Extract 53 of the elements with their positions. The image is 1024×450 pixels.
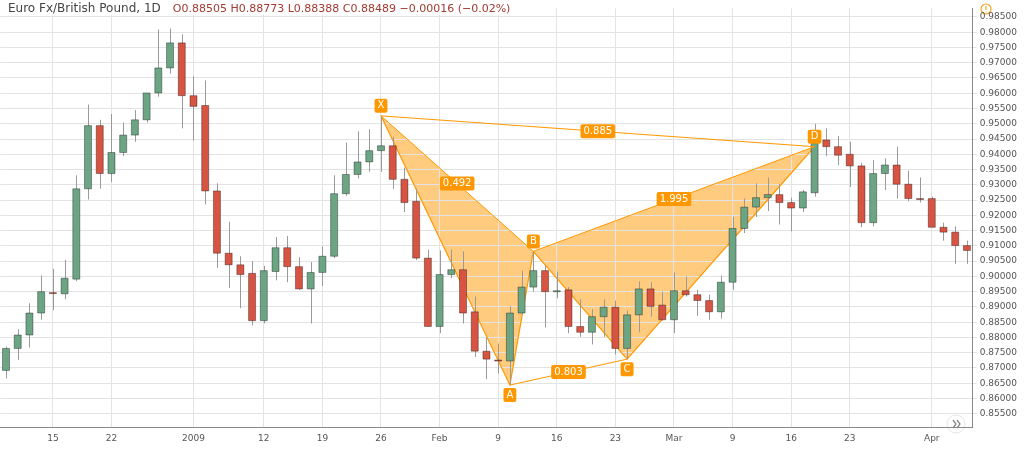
y-tick-label: 0.92500 (979, 194, 1018, 205)
y-tick-label: 0.95500 (979, 102, 1018, 113)
x-tick-label: Apr (923, 432, 940, 443)
y-tick-label: 0.93500 (979, 163, 1018, 174)
chart-subtitle: O0.88505 H0.88773 L0.88388 C0.88489 −0.00016 (−0.02%) (172, 2, 511, 15)
y-tick-label: 0.94000 (979, 148, 1018, 159)
x-tick-label: 22 (105, 432, 118, 443)
x-tick-label: 2009 (182, 432, 206, 443)
y-tick-label: 0.89000 (979, 301, 1018, 312)
y-tick-label: 0.96500 (979, 72, 1018, 83)
data-label: D (810, 130, 819, 142)
x-tick-label: 12 (258, 432, 270, 443)
y-tick-label: 0.91000 (979, 240, 1018, 251)
x-tick-label: Feb (431, 432, 448, 443)
y-tick-label: 0.88000 (979, 331, 1018, 342)
chart-title: Euro Fx/British Pound, 1D (8, 1, 161, 15)
x-tick-label: 26 (375, 432, 387, 443)
data-label: C (623, 362, 631, 374)
annotation: 0.803 (554, 365, 583, 377)
y-tick-label: 0.87500 (979, 347, 1018, 358)
y-tick-label: 0.97000 (979, 57, 1018, 68)
y-tick-label: 0.93000 (979, 179, 1018, 190)
annotation: 0.885 (583, 124, 613, 136)
y-tick-label: 0.88500 (979, 316, 1018, 327)
annotation: 0.492 (442, 177, 472, 189)
y-tick-label: 0.91500 (979, 224, 1018, 235)
y-tick-label: 0.92000 (979, 209, 1018, 220)
x-tick-label: 16 (785, 432, 798, 443)
y-tick-label: 0.86500 (979, 377, 1018, 388)
data-label: X (377, 99, 385, 111)
data-label: B (529, 234, 537, 246)
y-tick-label: 0.95000 (979, 118, 1018, 129)
y-tick-label: 0.90000 (979, 270, 1018, 281)
x-tick-label: 23 (844, 432, 856, 443)
y-tick-label: 0.85500 (979, 408, 1018, 419)
x-tick-label: 15 (47, 432, 59, 443)
x-tick-label: 16 (551, 432, 563, 443)
annotation: 1.995 (659, 192, 689, 204)
x-tick-label: 9 (495, 432, 502, 443)
y-tick-label: 0.98000 (979, 26, 1018, 37)
y-tick-label: 0.90500 (979, 255, 1018, 266)
data-label: A (506, 388, 514, 400)
y-tick-label: 0.94500 (979, 133, 1018, 144)
y-tick-label: 0.86000 (979, 392, 1018, 403)
y-tick-label: 0.89500 (979, 286, 1018, 297)
y-tick-label: 0.98500 (979, 11, 1018, 22)
x-tick-label: 23 (609, 432, 622, 443)
y-tick-label: 0.97500 (979, 41, 1018, 52)
y-tick-label: 0.96000 (979, 87, 1018, 98)
x-tick-label: 9 (729, 432, 736, 443)
y-tick-label: 0.87000 (979, 362, 1018, 373)
x-tick-label: Mar (665, 432, 683, 443)
x-tick-label: 19 (316, 432, 329, 443)
